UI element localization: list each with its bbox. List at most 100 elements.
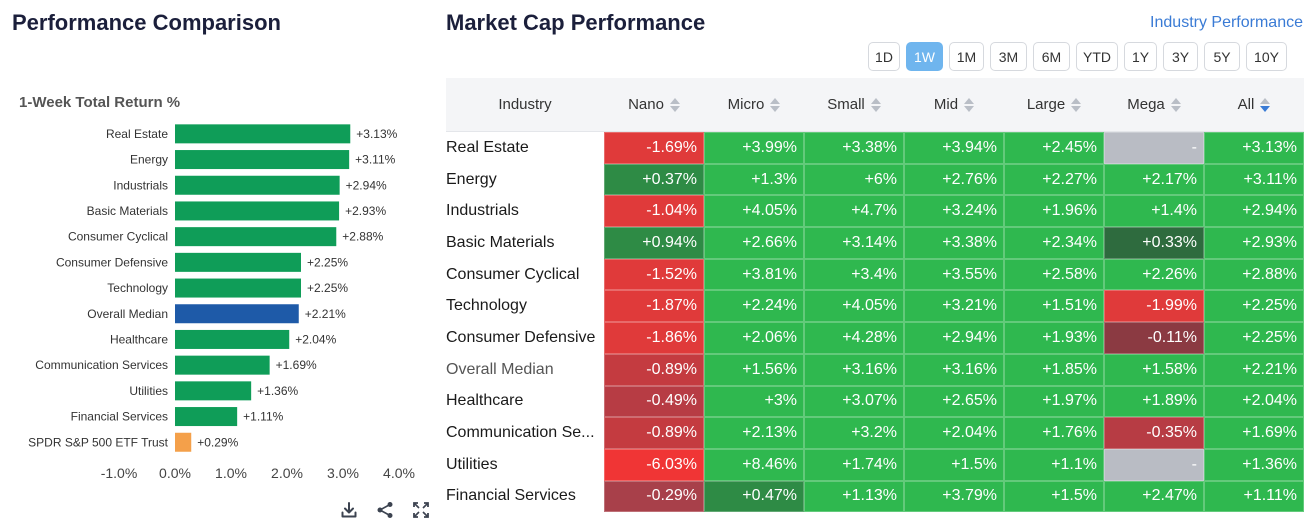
- performance-cell: +2.94%: [1204, 195, 1304, 228]
- download-icon[interactable]: [340, 501, 358, 519]
- table-row[interactable]: Healthcare -0.49% +3% +3.07% +2.65% +1.97% +1.…: [446, 385, 1304, 418]
- sort-icon[interactable]: [1071, 97, 1082, 112]
- category-label: Consumer Defensive: [56, 255, 168, 269]
- column-header-nano[interactable]: Nano: [604, 78, 704, 131]
- industry-name[interactable]: Consumer Defensive: [446, 328, 596, 346]
- bar[interactable]: [175, 355, 270, 375]
- industry-name[interactable]: Utilities: [446, 455, 498, 473]
- table-row[interactable]: Overall Median -0.89% +1.56% +3.16% +3.16% +1…: [446, 353, 1304, 386]
- performance-cell: -1.87%: [604, 290, 704, 323]
- share-icon[interactable]: [376, 501, 394, 519]
- performance-cell: +3.2%: [804, 417, 904, 449]
- table-row[interactable]: Consumer Defensive -1.86% +2.06% +4.28% +2.9…: [446, 322, 1304, 354]
- industry-name[interactable]: Energy: [446, 170, 497, 188]
- period-button-10y[interactable]: 10Y: [1246, 42, 1287, 71]
- performance-cell: +1.93%: [1004, 322, 1104, 354]
- period-button-6m[interactable]: 6M: [1033, 42, 1070, 71]
- performance-cell: +1.36%: [1204, 448, 1304, 481]
- industry-name[interactable]: Healthcare: [446, 392, 524, 410]
- bar[interactable]: [175, 329, 290, 349]
- fullscreen-icon[interactable]: [412, 501, 430, 519]
- sort-icon[interactable]: [964, 97, 975, 112]
- table-row[interactable]: Consumer Cyclical -1.52% +3.81% +3.4% +3.55%…: [446, 258, 1304, 291]
- bar[interactable]: [175, 432, 192, 452]
- column-header-all[interactable]: All: [1204, 78, 1304, 131]
- period-button-1d[interactable]: 1D: [868, 42, 900, 71]
- performance-cell: +1.3%: [704, 163, 804, 196]
- table-row[interactable]: Basic Materials +0.94% +2.66% +3.14% +3.38% +…: [446, 227, 1304, 259]
- bar[interactable]: [175, 407, 238, 427]
- performance-cell: +2.06%: [704, 322, 804, 354]
- industry-name[interactable]: Technology: [446, 297, 527, 315]
- industry-name[interactable]: Overall Median: [446, 360, 554, 378]
- industry-name[interactable]: Consumer Cyclical: [446, 265, 580, 283]
- industry-name[interactable]: Communication Se...: [446, 424, 595, 442]
- period-button-1y[interactable]: 1Y: [1124, 42, 1157, 71]
- bar-value-label: +1.36%: [257, 384, 298, 398]
- performance-cell: +3.07%: [804, 385, 904, 418]
- performance-cell: +1.51%: [1004, 290, 1104, 323]
- industry-name[interactable]: Real Estate: [446, 138, 529, 156]
- bar-value-label: +2.25%: [307, 255, 348, 269]
- period-button-3m[interactable]: 3M: [990, 42, 1027, 71]
- industry-performance-link[interactable]: Industry Performance: [1150, 14, 1303, 31]
- performance-cell: +3.16%: [804, 353, 904, 386]
- performance-cell: +3.21%: [904, 290, 1004, 323]
- period-button-1w[interactable]: 1W: [906, 42, 943, 71]
- performance-cell: +0.94%: [604, 227, 704, 259]
- bar[interactable]: [175, 150, 350, 170]
- category-label: SPDR S&P 500 ETF Trust: [28, 435, 168, 449]
- industry-name[interactable]: Industrials: [446, 202, 519, 220]
- performance-cell: +3.99%: [704, 132, 804, 164]
- period-button-1m[interactable]: 1M: [949, 42, 984, 71]
- table-row[interactable]: Communication Se... -0.89% +2.13% +3.2% +2.0…: [446, 417, 1304, 449]
- performance-cell: -0.35%: [1104, 417, 1204, 449]
- bar[interactable]: [175, 201, 340, 221]
- table-row[interactable]: Technology -1.87% +2.24% +4.05% +3.21% +1.51%…: [446, 290, 1304, 323]
- sort-icon[interactable]: [1170, 97, 1181, 112]
- sort-icon[interactable]: [870, 97, 881, 112]
- industry-name[interactable]: Financial Services: [446, 487, 576, 505]
- performance-cell: +0.33%: [1104, 227, 1204, 259]
- column-header-mid[interactable]: Mid: [904, 78, 1004, 131]
- market-cap-table: Industry Nano Micro Small Mid Large Mega All Re…: [446, 78, 1304, 513]
- sort-icon[interactable]: [770, 97, 781, 112]
- bar[interactable]: [175, 381, 252, 401]
- performance-cell: +3.24%: [904, 195, 1004, 228]
- sort-icon[interactable]: [1260, 97, 1271, 112]
- performance-cell: +3.38%: [904, 227, 1004, 259]
- period-button-ytd[interactable]: YTD: [1076, 42, 1118, 71]
- bar[interactable]: [175, 175, 340, 195]
- bar[interactable]: [175, 124, 351, 144]
- table-row[interactable]: Industrials -1.04% +4.05% +4.7% +3.24% +1.96%…: [446, 195, 1304, 228]
- column-header-label: Mid: [933, 96, 959, 113]
- table-row[interactable]: Energy +0.37% +1.3% +6% +2.76% +2.27% +2.17% +3…: [446, 163, 1304, 196]
- bar-value-label: +2.93%: [345, 204, 386, 218]
- column-header-large[interactable]: Large: [1004, 78, 1104, 131]
- performance-cell: +1.5%: [1004, 480, 1104, 513]
- industry-name[interactable]: Basic Materials: [446, 233, 555, 251]
- bar[interactable]: [175, 278, 301, 298]
- period-button-3y[interactable]: 3Y: [1163, 42, 1198, 71]
- performance-cell: +1.74%: [804, 448, 904, 481]
- category-label: Basic Materials: [87, 204, 168, 218]
- table-row[interactable]: Utilities -6.03% +8.46% +1.74% +1.5% +1.1% - +1…: [446, 448, 1304, 481]
- bar[interactable]: [175, 304, 299, 324]
- performance-cell: +2.34%: [1004, 227, 1104, 259]
- performance-cell: +0.37%: [604, 163, 704, 196]
- column-header-small[interactable]: Small: [804, 78, 904, 131]
- table-row[interactable]: Real Estate -1.69% +3.99% +3.38% +3.94% +2.45…: [446, 132, 1304, 164]
- sort-icon[interactable]: [669, 97, 680, 112]
- table-row[interactable]: Financial Services -0.29% +0.47% +1.13% +3.7…: [446, 480, 1304, 513]
- performance-cell: +4.05%: [804, 290, 904, 323]
- performance-cell: -1.04%: [604, 195, 704, 228]
- column-header-industry[interactable]: Industry: [446, 78, 604, 131]
- market-cap-performance-title: Market Cap Performance: [446, 10, 706, 35]
- performance-cell: +4.28%: [804, 322, 904, 354]
- column-header-mega[interactable]: Mega: [1104, 78, 1204, 131]
- bar[interactable]: [175, 227, 337, 247]
- bar[interactable]: [175, 252, 301, 272]
- column-header-label: Large: [1026, 96, 1066, 113]
- period-button-5y[interactable]: 5Y: [1204, 42, 1240, 71]
- column-header-micro[interactable]: Micro: [704, 78, 804, 131]
